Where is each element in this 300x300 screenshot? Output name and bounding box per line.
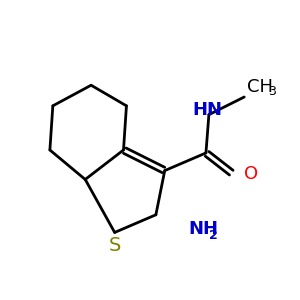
Text: CH: CH	[247, 78, 273, 96]
Text: 2: 2	[209, 230, 218, 242]
Text: S: S	[109, 236, 121, 255]
Text: HN: HN	[193, 101, 223, 119]
Text: NH: NH	[188, 220, 218, 238]
Text: O: O	[244, 165, 258, 183]
Text: 3: 3	[268, 85, 276, 98]
